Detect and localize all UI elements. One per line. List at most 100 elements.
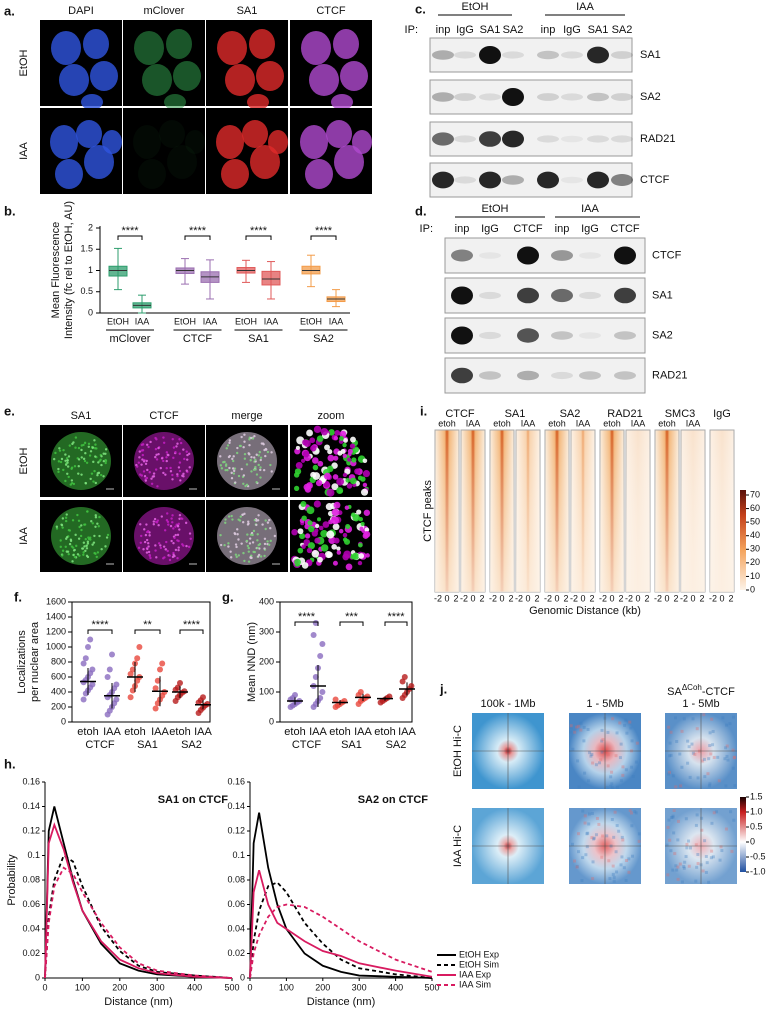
speckle xyxy=(79,534,83,538)
blot-label: SA2 xyxy=(640,91,661,103)
speckle xyxy=(362,458,368,464)
speckle xyxy=(570,842,574,846)
speckle xyxy=(162,545,166,548)
speckle xyxy=(678,862,682,866)
lane-label: SA1 xyxy=(588,24,609,36)
speckle xyxy=(57,470,60,474)
speckle xyxy=(624,878,628,882)
speckle xyxy=(269,527,272,530)
speckle xyxy=(86,555,90,559)
nucleus xyxy=(326,120,352,148)
speckle xyxy=(70,479,74,482)
speckle xyxy=(99,458,102,462)
speckle xyxy=(155,458,159,461)
speckle xyxy=(257,555,260,558)
speckle xyxy=(164,473,167,476)
speckle xyxy=(176,473,179,476)
speckle xyxy=(145,551,149,554)
band xyxy=(451,326,473,345)
speckle xyxy=(97,461,100,464)
speckle xyxy=(64,453,67,456)
speckle xyxy=(614,754,618,758)
speckle xyxy=(307,542,315,550)
point xyxy=(332,696,339,703)
speckle xyxy=(229,550,232,553)
group-label: SA1 xyxy=(505,408,526,420)
significance: **** xyxy=(91,619,109,631)
colorbar-label: 30 xyxy=(750,544,760,554)
speckle xyxy=(610,782,614,786)
nucleus xyxy=(51,31,81,65)
speckle xyxy=(171,478,174,481)
speckle xyxy=(149,556,152,560)
speckle xyxy=(81,547,84,550)
speckle xyxy=(569,724,573,728)
speckle xyxy=(258,542,262,546)
speckle xyxy=(346,483,353,489)
speckle xyxy=(672,808,676,812)
speckle xyxy=(268,543,271,546)
band xyxy=(479,291,501,300)
band xyxy=(502,175,524,185)
speckle xyxy=(710,717,714,721)
speckle xyxy=(247,522,250,525)
speckle xyxy=(264,519,267,522)
speckle xyxy=(77,537,81,540)
speckle xyxy=(320,427,329,436)
speckle xyxy=(73,465,77,468)
speckle xyxy=(147,550,151,554)
speckle xyxy=(80,473,83,476)
x-tick-label: -2 xyxy=(625,593,633,603)
speckle xyxy=(259,476,262,479)
speckle xyxy=(362,482,368,488)
speckle xyxy=(263,547,266,550)
speckle xyxy=(144,533,148,537)
nucleus xyxy=(102,130,122,154)
speckle xyxy=(93,447,97,450)
speckle xyxy=(254,458,257,461)
speckle xyxy=(302,450,310,458)
speckle xyxy=(249,459,252,462)
speckle xyxy=(94,443,97,446)
speckle xyxy=(77,519,81,522)
speckle xyxy=(585,832,589,836)
speckle xyxy=(254,468,257,471)
speckle xyxy=(260,442,264,445)
speckle xyxy=(100,463,103,467)
speckle xyxy=(100,547,103,551)
y-tick-label: 0.04 xyxy=(22,923,40,933)
speckle xyxy=(155,556,158,559)
speckle xyxy=(85,547,89,550)
sig-bracket xyxy=(294,621,319,626)
speckle xyxy=(732,818,736,822)
speckle xyxy=(615,870,619,874)
speckle xyxy=(74,436,78,439)
speckle xyxy=(176,539,179,542)
x-tick-label: 0 xyxy=(470,593,475,603)
speckle xyxy=(90,472,94,475)
speckle xyxy=(142,460,146,463)
speckle xyxy=(600,750,604,754)
speckle xyxy=(600,855,604,859)
speckle xyxy=(667,818,671,822)
band xyxy=(551,331,573,340)
point xyxy=(399,678,406,685)
speckle xyxy=(586,831,590,835)
speckle xyxy=(246,544,250,548)
band xyxy=(451,367,473,384)
x-tick-label: -2 xyxy=(570,593,578,603)
point xyxy=(127,671,134,677)
y-tick-label: 0 xyxy=(240,972,245,982)
point xyxy=(136,644,143,650)
speckle xyxy=(569,726,573,730)
speckle xyxy=(247,560,251,563)
speckle xyxy=(703,775,707,779)
speckle xyxy=(682,717,686,721)
speckle xyxy=(165,459,168,463)
blot-label: CTCF xyxy=(640,174,670,186)
speckle xyxy=(671,815,675,819)
speckle xyxy=(247,452,250,455)
speckle xyxy=(85,461,89,464)
column-label: merge xyxy=(231,410,262,422)
